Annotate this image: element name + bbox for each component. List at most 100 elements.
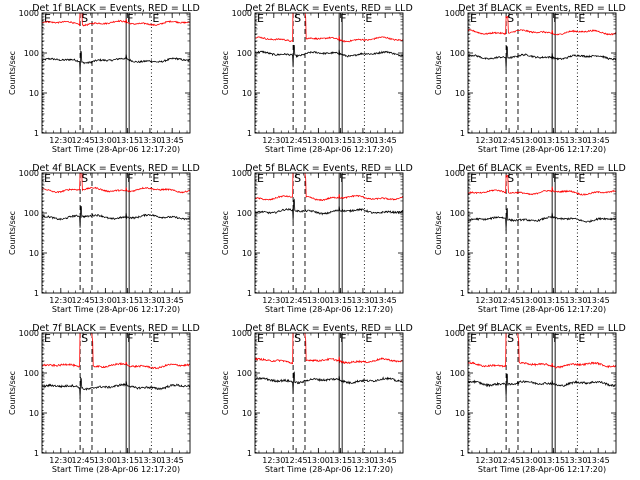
- marker-label: E: [365, 332, 372, 345]
- x-tick-label: 13:45: [374, 456, 397, 465]
- x-tick-label: 12:45: [498, 456, 521, 465]
- y-tick-label: 1: [34, 129, 39, 138]
- y-tick-label: 1: [34, 449, 39, 458]
- y-tick-label: 10: [29, 249, 39, 258]
- marker-label: S: [294, 12, 301, 25]
- series-line-events: [468, 373, 616, 398]
- x-tick-label: 13:00: [520, 296, 543, 305]
- marker-label: S: [294, 172, 301, 185]
- series-line-events: [42, 50, 190, 75]
- y-axis-label: Counts/sec: [221, 51, 230, 95]
- x-axis-label: Start Time (28-Apr-06 12:17:20): [265, 145, 393, 154]
- x-axis-label: Start Time (28-Apr-06 12:17:20): [52, 465, 180, 474]
- x-tick-label: 13:15: [542, 296, 565, 305]
- plot-frame: [41, 172, 191, 294]
- y-tick-label: 1000: [232, 169, 252, 178]
- x-tick-label: 13:30: [564, 136, 587, 145]
- x-tick-label: 13:30: [564, 456, 587, 465]
- y-tick-label: 10: [455, 89, 465, 98]
- series-line-events: [42, 206, 190, 228]
- marker-label: E: [470, 332, 477, 345]
- marker-label: F: [127, 12, 133, 25]
- y-tick-label: 10: [242, 409, 252, 418]
- x-tick-label: 13:00: [94, 296, 117, 305]
- marker-label: E: [578, 172, 585, 185]
- panel-title: Det 2f BLACK = Events, RED = LLD: [245, 3, 413, 14]
- marker-label: S: [81, 332, 88, 345]
- x-tick-label: 13:45: [587, 136, 610, 145]
- y-axis-label: Counts/sec: [8, 51, 17, 95]
- series-line-lld: [468, 15, 616, 36]
- series-group: [468, 15, 616, 70]
- plot-frame: [467, 172, 617, 294]
- plot-frame: [467, 332, 617, 454]
- y-tick-label: 1000: [445, 9, 465, 18]
- y-tick-label: 100: [450, 209, 465, 218]
- marker-label: E: [257, 12, 264, 25]
- series-line-events: [255, 371, 403, 394]
- marker-label: E: [257, 332, 264, 345]
- series-line-lld: [42, 13, 190, 27]
- x-tick-label: 12:45: [498, 296, 521, 305]
- x-tick-label: 13:45: [587, 456, 610, 465]
- marker-label: S: [507, 172, 514, 185]
- series-line-events: [468, 207, 616, 231]
- y-axis-label: Counts/sec: [221, 371, 230, 415]
- series-line-lld: [42, 333, 190, 370]
- x-tick-label: 12:45: [498, 136, 521, 145]
- y-axis-label: Counts/sec: [8, 211, 17, 255]
- x-tick-label: 13:45: [374, 136, 397, 145]
- marker-label: E: [44, 172, 51, 185]
- series-line-lld: [255, 13, 403, 43]
- panel-title: Det 8f BLACK = Events, RED = LLD: [245, 323, 413, 334]
- marker-label: F: [553, 12, 559, 25]
- plot-frame: [254, 332, 404, 454]
- series-line-lld: [468, 333, 616, 369]
- y-tick-label: 1000: [445, 169, 465, 178]
- x-tick-label: 13:00: [307, 296, 330, 305]
- y-tick-label: 1000: [232, 9, 252, 18]
- x-tick-label: 12:45: [72, 136, 95, 145]
- x-axis-label: Start Time (28-Apr-06 12:17:20): [478, 305, 606, 314]
- series-group: [42, 333, 190, 400]
- marker-label: E: [365, 12, 372, 25]
- x-tick-label: 13:15: [116, 296, 139, 305]
- x-axis-label: Start Time (28-Apr-06 12:17:20): [52, 145, 180, 154]
- y-tick-label: 1: [247, 289, 252, 298]
- x-axis-label: Start Time (28-Apr-06 12:17:20): [265, 305, 393, 314]
- x-tick-label: 13:00: [94, 136, 117, 145]
- marker-label: F: [340, 332, 346, 345]
- x-tick-label: 12:45: [285, 456, 308, 465]
- y-tick-label: 100: [450, 369, 465, 378]
- marker-label: E: [257, 172, 264, 185]
- marker-label: S: [81, 12, 88, 25]
- y-tick-label: 100: [450, 49, 465, 58]
- marker-label: E: [470, 12, 477, 25]
- y-tick-label: 1: [460, 289, 465, 298]
- panel-title: Det 3f BLACK = Events, RED = LLD: [458, 3, 626, 14]
- y-tick-label: 1000: [19, 169, 39, 178]
- x-tick-label: 13:30: [564, 296, 587, 305]
- x-tick-label: 12:45: [72, 296, 95, 305]
- x-tick-label: 13:30: [138, 456, 161, 465]
- x-tick-label: 13:15: [116, 136, 139, 145]
- x-tick-label: 13:15: [329, 136, 352, 145]
- x-tick-label: 13:00: [94, 456, 117, 465]
- x-tick-label: 12:30: [262, 456, 285, 465]
- y-tick-label: 10: [242, 89, 252, 98]
- marker-label: F: [340, 12, 346, 25]
- panel-title: Det 5f BLACK = Events, RED = LLD: [245, 163, 413, 174]
- x-axis-label: Start Time (28-Apr-06 12:17:20): [52, 305, 180, 314]
- panel-title: Det 4f BLACK = Events, RED = LLD: [32, 163, 200, 174]
- x-tick-label: 12:30: [49, 296, 72, 305]
- y-tick-label: 100: [24, 49, 39, 58]
- x-tick-label: 13:00: [307, 456, 330, 465]
- y-tick-label: 10: [29, 89, 39, 98]
- y-axis-label: Counts/sec: [221, 211, 230, 255]
- plot-frame: [467, 12, 617, 134]
- x-tick-label: 13:30: [138, 296, 161, 305]
- marker-label: E: [44, 12, 51, 25]
